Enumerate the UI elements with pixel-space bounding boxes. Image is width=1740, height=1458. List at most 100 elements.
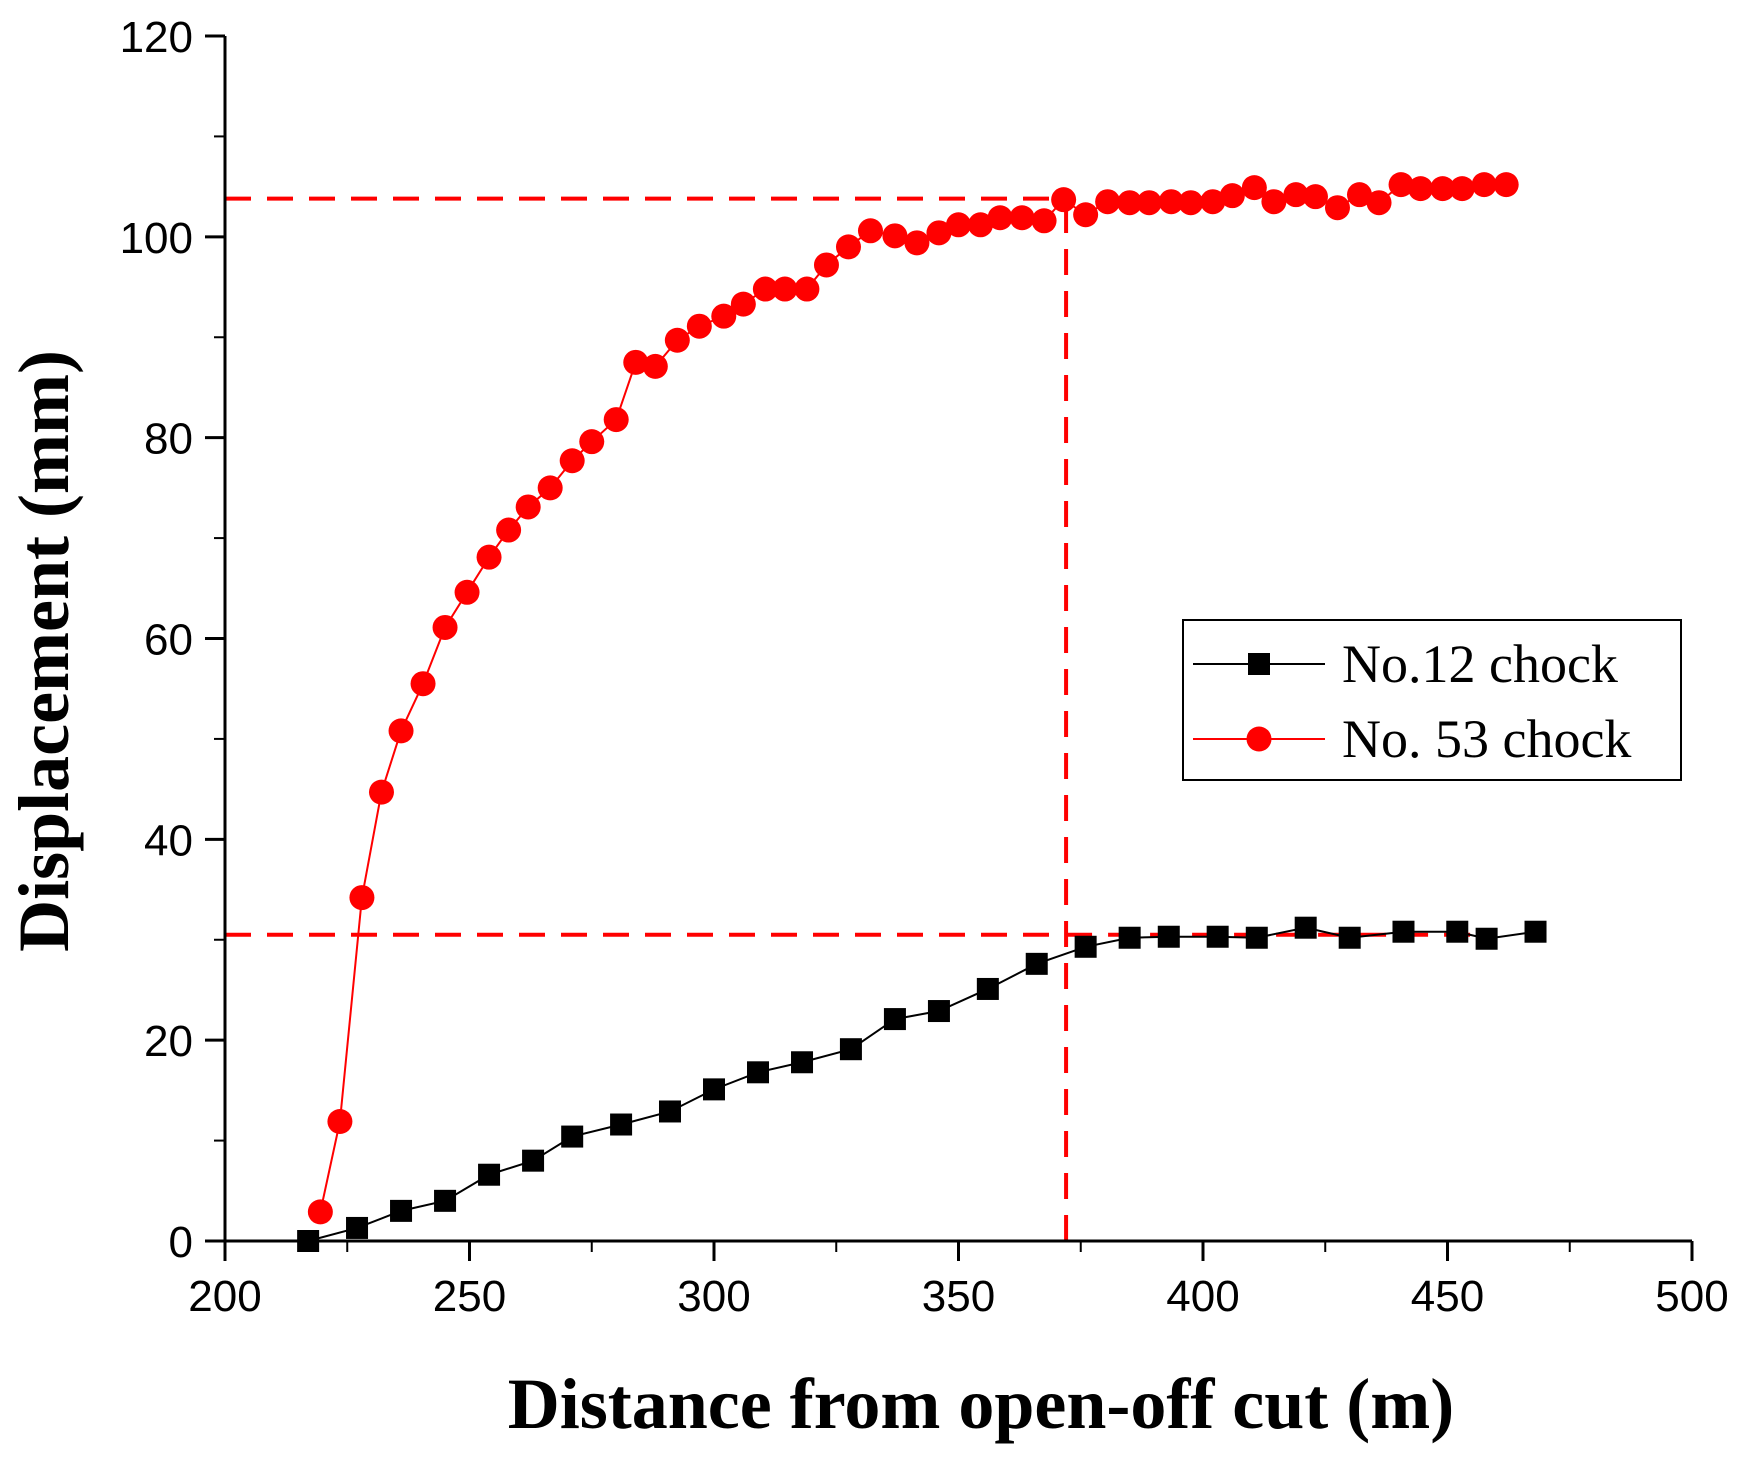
data-point <box>1294 916 1317 939</box>
series-1 <box>297 916 1547 1252</box>
legend-label: No.12 chock <box>1342 634 1618 694</box>
data-point <box>1388 172 1414 198</box>
data-point <box>307 1199 333 1225</box>
data-point <box>297 1230 320 1252</box>
legend: No.12 chock No. 53 chock <box>1182 619 1682 781</box>
data-point <box>1095 189 1121 215</box>
data-point <box>1524 920 1547 943</box>
data-point <box>349 885 375 911</box>
data-point <box>1475 927 1498 950</box>
data-point <box>857 218 883 244</box>
data-point <box>839 1038 862 1061</box>
y-tick-label: 0 <box>169 1218 193 1267</box>
data-point <box>1136 190 1162 216</box>
data-point <box>1200 189 1226 215</box>
data-point <box>478 1163 501 1186</box>
data-point <box>968 212 994 238</box>
data-point <box>327 1109 353 1135</box>
data-point <box>496 517 522 543</box>
y-tick-label: 80 <box>144 415 193 464</box>
data-point <box>1031 208 1057 234</box>
data-point <box>1117 190 1143 216</box>
data-point <box>346 1216 369 1239</box>
data-point <box>686 313 712 339</box>
legend-box <box>1182 619 1682 781</box>
data-point <box>454 579 480 605</box>
data-point <box>1471 172 1497 198</box>
data-point <box>904 230 930 256</box>
data-point <box>1449 176 1475 202</box>
data-point <box>926 220 952 246</box>
data-point <box>559 448 585 474</box>
data-series <box>297 172 1547 1252</box>
x-axis-title: Distance from open-off cut (m) <box>508 1364 1454 1444</box>
data-point <box>794 276 820 302</box>
data-point <box>703 1078 725 1101</box>
y-tick-label: 20 <box>144 1017 193 1066</box>
data-point <box>1157 925 1180 948</box>
data-point <box>752 276 778 302</box>
data-point <box>1245 926 1268 949</box>
data-point <box>747 1061 770 1084</box>
data-point <box>1338 926 1361 949</box>
y-tick-label: 60 <box>144 616 193 665</box>
x-tick-label: 250 <box>433 1272 506 1321</box>
data-point <box>1178 190 1204 216</box>
y-tick-label: 100 <box>120 214 193 263</box>
data-point <box>976 977 999 1000</box>
data-point <box>1346 182 1372 208</box>
data-point <box>1073 202 1099 228</box>
legend-item-1: No.12 chock <box>1193 634 1618 694</box>
data-point <box>388 718 414 744</box>
x-tick-label: 300 <box>677 1272 750 1321</box>
data-point <box>537 475 563 501</box>
data-point <box>664 327 690 353</box>
data-point <box>368 779 394 805</box>
legend-swatch-marker <box>1246 726 1272 752</box>
x-tick-label: 500 <box>1655 1272 1728 1321</box>
data-point <box>1493 172 1519 198</box>
data-point <box>515 494 541 520</box>
data-point <box>1241 175 1267 201</box>
data-point <box>603 407 629 433</box>
data-point <box>434 1189 457 1212</box>
data-point <box>390 1199 413 1222</box>
data-point <box>946 212 971 238</box>
data-point <box>835 234 861 260</box>
y-tick-label: 120 <box>120 13 193 62</box>
data-point <box>579 429 605 455</box>
data-point <box>1430 176 1456 202</box>
data-point <box>1366 190 1392 216</box>
x-tick-label: 450 <box>1411 1272 1484 1321</box>
data-point <box>1025 952 1048 975</box>
data-point <box>1051 187 1077 213</box>
data-point <box>730 291 756 317</box>
data-point <box>1324 195 1350 221</box>
data-point <box>1446 920 1469 943</box>
data-point <box>711 303 737 329</box>
data-point <box>927 1000 950 1023</box>
data-point <box>623 349 649 375</box>
legend-label: No. 53 chock <box>1342 709 1631 769</box>
y-tick-label: 40 <box>144 816 193 865</box>
data-point <box>610 1113 633 1136</box>
data-point <box>1302 184 1328 210</box>
y-axis-title: Displacement (mm) <box>4 350 84 952</box>
data-point <box>882 223 908 249</box>
data-point <box>410 671 436 697</box>
data-point <box>1009 205 1035 231</box>
data-point <box>658 1100 681 1123</box>
data-point <box>561 1125 584 1148</box>
legend-swatch-marker <box>1248 653 1270 675</box>
data-point <box>772 276 798 302</box>
series-2 <box>307 172 1519 1225</box>
data-point <box>1408 176 1434 202</box>
x-tick-label: 200 <box>188 1272 261 1321</box>
data-point <box>476 544 502 570</box>
legend-item-2: No. 53 chock <box>1193 709 1631 769</box>
data-point <box>987 205 1013 231</box>
data-point <box>1118 926 1141 949</box>
data-point <box>791 1051 814 1074</box>
axes: 200 250 300 350 400 450 500 0 20 40 60 80 100 120 <box>120 13 1729 1321</box>
